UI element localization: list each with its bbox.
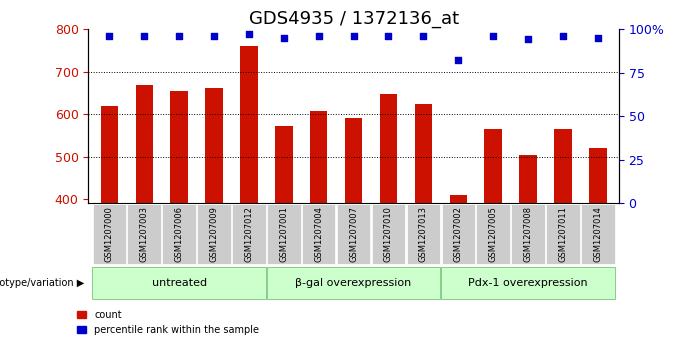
FancyBboxPatch shape (511, 204, 545, 264)
Point (278, 35, 289, 41)
FancyBboxPatch shape (232, 204, 266, 264)
Bar (310, 111, 328, 203)
Bar (205, 88, 223, 203)
FancyBboxPatch shape (372, 204, 405, 264)
Bar (379, 94, 397, 203)
Point (348, 33, 359, 39)
Text: GSM1207009: GSM1207009 (209, 206, 218, 262)
FancyBboxPatch shape (127, 204, 161, 264)
FancyBboxPatch shape (337, 204, 371, 264)
Text: untreated: untreated (152, 278, 207, 288)
Bar (240, 46, 258, 203)
Bar (554, 129, 572, 203)
Point (243, 31, 254, 37)
FancyBboxPatch shape (441, 204, 475, 264)
Text: GSM1207006: GSM1207006 (175, 206, 184, 262)
Bar (449, 195, 467, 203)
Text: GSM1207013: GSM1207013 (419, 206, 428, 262)
Text: genotype/variation ▶: genotype/variation ▶ (0, 278, 84, 288)
Bar (171, 91, 188, 203)
Legend: count, percentile rank within the sample: count, percentile rank within the sample (73, 306, 263, 339)
Point (592, 35, 603, 41)
Point (488, 33, 498, 39)
FancyBboxPatch shape (92, 267, 266, 299)
Bar (484, 129, 502, 203)
FancyBboxPatch shape (477, 204, 510, 264)
Text: GSM1207002: GSM1207002 (454, 206, 463, 262)
FancyBboxPatch shape (197, 204, 231, 264)
Point (173, 33, 184, 39)
Text: GSM1207008: GSM1207008 (524, 206, 532, 262)
Text: GSM1207007: GSM1207007 (349, 206, 358, 262)
Text: GSM1207000: GSM1207000 (105, 206, 114, 262)
Point (523, 37, 534, 42)
Point (313, 33, 324, 39)
Bar (345, 118, 362, 203)
FancyBboxPatch shape (546, 204, 580, 264)
Text: GSM1207003: GSM1207003 (139, 206, 149, 262)
Text: GSM1207011: GSM1207011 (558, 206, 568, 262)
Text: GSM1207001: GSM1207001 (279, 206, 288, 262)
Bar (589, 148, 607, 203)
Point (558, 33, 568, 39)
FancyBboxPatch shape (163, 204, 196, 264)
Bar (135, 85, 153, 203)
Point (418, 33, 429, 39)
Text: GSM1207010: GSM1207010 (384, 206, 393, 262)
Bar (415, 104, 432, 203)
Bar (275, 126, 292, 203)
Point (104, 33, 115, 39)
Bar (520, 155, 537, 203)
Text: GSM1207005: GSM1207005 (489, 206, 498, 262)
FancyBboxPatch shape (302, 204, 335, 264)
Text: GSM1207004: GSM1207004 (314, 206, 323, 262)
Bar (101, 106, 118, 203)
FancyBboxPatch shape (441, 267, 615, 299)
Point (383, 33, 394, 39)
Text: Pdx-1 overexpression: Pdx-1 overexpression (469, 278, 588, 288)
FancyBboxPatch shape (267, 267, 441, 299)
FancyBboxPatch shape (407, 204, 440, 264)
Point (139, 33, 150, 39)
Text: β-gal overexpression: β-gal overexpression (296, 278, 411, 288)
Title: GDS4935 / 1372136_at: GDS4935 / 1372136_at (248, 10, 459, 28)
Text: GSM1207014: GSM1207014 (594, 206, 602, 262)
Point (453, 57, 464, 63)
Point (209, 33, 220, 39)
Text: GSM1207012: GSM1207012 (244, 206, 254, 262)
FancyBboxPatch shape (267, 204, 301, 264)
FancyBboxPatch shape (581, 204, 615, 264)
FancyBboxPatch shape (92, 204, 126, 264)
